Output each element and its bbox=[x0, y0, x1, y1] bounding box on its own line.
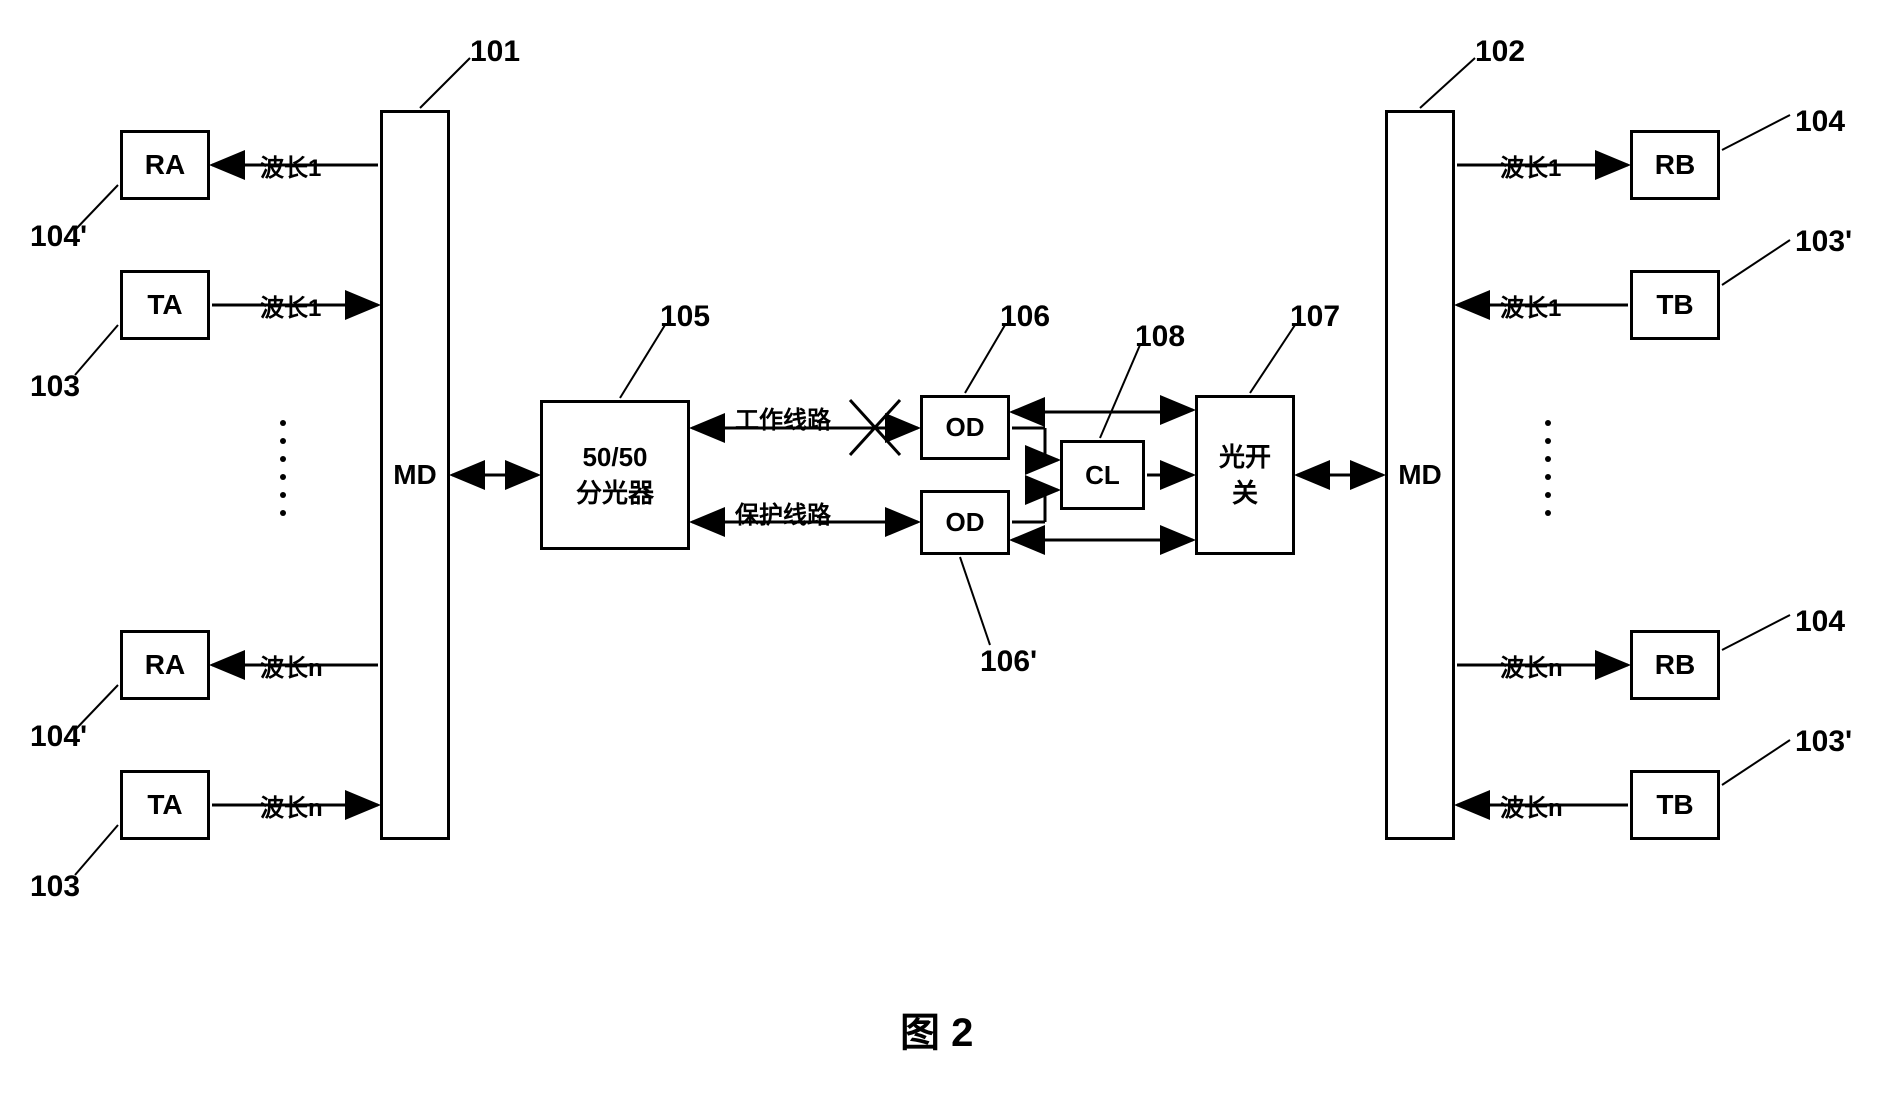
line-protect-label: 保护线路 bbox=[735, 495, 831, 530]
box-md-left: MD bbox=[380, 110, 450, 840]
ref-103p-a: 103' bbox=[1795, 225, 1852, 259]
wave-lnb: 波长n bbox=[260, 788, 323, 823]
figure-caption: 图 2 bbox=[900, 1000, 973, 1058]
ref-103p-b: 103' bbox=[1795, 725, 1852, 759]
wave-rna: 波长n bbox=[1500, 648, 1563, 683]
box-splitter: 50/50 分光器 bbox=[540, 400, 690, 550]
vdots-left bbox=[280, 420, 286, 516]
box-od-2: OD bbox=[920, 490, 1010, 555]
wave-l1a: 波长1 bbox=[260, 148, 321, 183]
ref-104-b: 104 bbox=[1795, 605, 1845, 639]
ref-105: 105 bbox=[660, 300, 710, 334]
wave-rnb: 波长n bbox=[1500, 788, 1563, 823]
box-ra-1: RA bbox=[120, 130, 210, 200]
box-ra-n: RA bbox=[120, 630, 210, 700]
ref-106: 106 bbox=[1000, 300, 1050, 334]
wave-r1b: 波长1 bbox=[1500, 288, 1561, 323]
box-switch: 光开 关 bbox=[1195, 395, 1295, 555]
ref-103-b: 103 bbox=[30, 870, 80, 904]
box-md-right: MD bbox=[1385, 110, 1455, 840]
box-ta-n: TA bbox=[120, 770, 210, 840]
box-cl: CL bbox=[1060, 440, 1145, 510]
ref-104-a: 104 bbox=[1795, 105, 1845, 139]
ref-104p-a: 104' bbox=[30, 220, 87, 254]
diagram-canvas: RA TA RA TA MD 50/50 分光器 OD OD CL 光开 关 M… bbox=[0, 0, 1890, 1096]
box-ta-1: TA bbox=[120, 270, 210, 340]
ref-106p: 106' bbox=[980, 645, 1037, 679]
line-work-label: 工作线路 bbox=[735, 400, 831, 435]
wave-lna: 波长n bbox=[260, 648, 323, 683]
ref-103-a: 103 bbox=[30, 370, 80, 404]
ref-107: 107 bbox=[1290, 300, 1340, 334]
vdots-right bbox=[1545, 420, 1551, 516]
ref-102: 102 bbox=[1475, 35, 1525, 69]
ref-101: 101 bbox=[470, 35, 520, 69]
wave-r1a: 波长1 bbox=[1500, 148, 1561, 183]
box-rb-n: RB bbox=[1630, 630, 1720, 700]
box-od-1: OD bbox=[920, 395, 1010, 460]
ref-108: 108 bbox=[1135, 320, 1185, 354]
wave-l1b: 波长1 bbox=[260, 288, 321, 323]
box-tb-1: TB bbox=[1630, 270, 1720, 340]
ref-104p-b: 104' bbox=[30, 720, 87, 754]
box-tb-n: TB bbox=[1630, 770, 1720, 840]
box-rb-1: RB bbox=[1630, 130, 1720, 200]
